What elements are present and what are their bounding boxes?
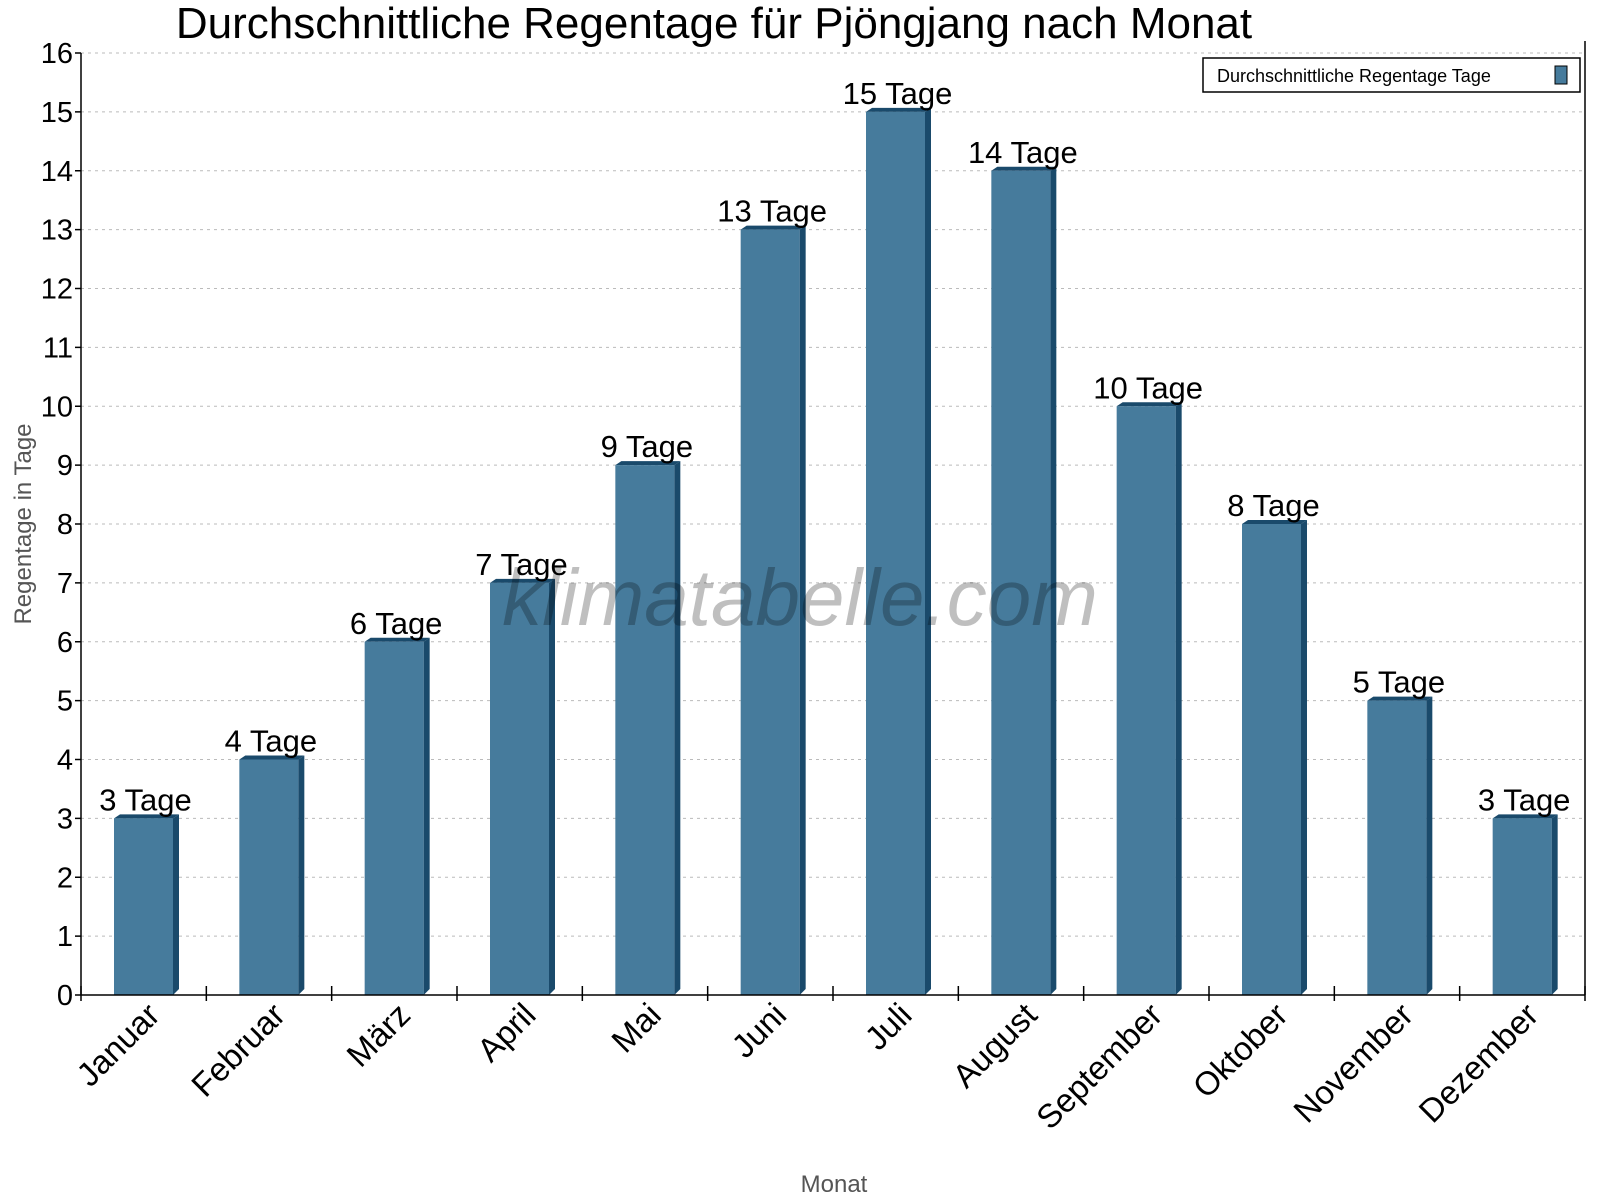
y-tick-label: 0	[57, 980, 73, 1012]
bar-side	[1426, 696, 1433, 995]
y-tick-label: 4	[57, 745, 73, 777]
bar-side	[1301, 520, 1307, 995]
data-label: 15 Tage	[843, 76, 953, 111]
x-tick-label: November	[1286, 996, 1420, 1130]
x-tick-label: Juni	[724, 996, 793, 1065]
bar-top	[866, 107, 931, 112]
y-tick-label: 15	[41, 97, 73, 129]
x-tick-label: Januar	[69, 996, 167, 1094]
y-tick-label: 14	[41, 156, 73, 188]
data-label: 3 Tage	[99, 782, 192, 817]
y-tick-label: 16	[41, 38, 73, 70]
data-label: 13 Tage	[717, 194, 827, 229]
bar	[740, 229, 800, 995]
x-tick-label: März	[339, 996, 417, 1074]
y-tick-label: 7	[57, 568, 73, 600]
bar	[1242, 524, 1301, 995]
bar-side	[925, 107, 931, 995]
y-tick-label: 11	[43, 332, 73, 364]
x-tick-label: Dezember	[1411, 996, 1545, 1130]
bar	[615, 465, 675, 995]
y-tick-label: 10	[41, 391, 73, 423]
legend-label: Durchschnittliche Regentage Tage	[1217, 66, 1491, 86]
y-tick-label: 12	[41, 274, 73, 306]
x-tick-label: April	[470, 996, 543, 1069]
x-tick-label: Oktober	[1185, 996, 1294, 1105]
x-tick-label: Mai	[604, 996, 668, 1060]
data-label: 8 Tage	[1227, 488, 1320, 523]
bar-top	[364, 637, 430, 642]
bar	[1116, 406, 1176, 995]
y-tick-label: 5	[57, 686, 73, 718]
bar-side	[1551, 814, 1558, 995]
bar-top	[239, 755, 305, 760]
x-tick-label: Juli	[857, 996, 918, 1057]
bar	[1492, 818, 1552, 995]
y-tick-label: 13	[41, 215, 73, 247]
data-label: 4 Tage	[225, 724, 318, 759]
bar-top	[615, 461, 681, 466]
x-axis-label: Monat	[801, 1171, 868, 1198]
y-tick-label: 9	[57, 450, 73, 482]
data-label: 3 Tage	[1478, 782, 1571, 817]
bar-side	[1175, 402, 1182, 995]
bar-side	[173, 814, 179, 995]
bar	[1367, 700, 1427, 995]
data-label: 6 Tage	[350, 606, 443, 641]
bar-side	[423, 637, 430, 995]
legend-swatch	[1554, 65, 1568, 85]
bar	[866, 111, 925, 995]
y-tick-label: 8	[57, 509, 73, 541]
bar-side	[799, 225, 806, 995]
bar	[991, 170, 1051, 995]
watermark: klimatabelle.com	[502, 553, 1098, 642]
bar-top	[114, 814, 179, 819]
bar-top	[1242, 520, 1307, 524]
data-label: 9 Tage	[601, 429, 694, 464]
data-label: 7 Tage	[475, 547, 568, 582]
x-tick-label: Februar	[184, 996, 292, 1104]
y-tick-label: 6	[57, 627, 73, 659]
data-label: 5 Tage	[1353, 665, 1446, 700]
legend: Durchschnittliche Regentage Tage	[1202, 57, 1581, 93]
bar	[490, 582, 549, 995]
data-label: 14 Tage	[968, 135, 1078, 170]
bar-side	[674, 461, 681, 995]
bar-side	[1050, 166, 1057, 995]
bar	[114, 818, 173, 995]
bar-top	[1367, 696, 1433, 701]
bar	[364, 641, 424, 995]
y-tick-label: 1	[57, 921, 73, 953]
bar-top	[740, 225, 806, 230]
bar-top	[991, 166, 1057, 171]
bar-side	[549, 578, 555, 995]
y-tick-label: 2	[57, 862, 73, 894]
bar	[239, 759, 299, 995]
chart-title: Durchschnittliche Regentage für Pjöngjan…	[176, 0, 1252, 48]
legend-box	[1202, 57, 1581, 93]
y-tick-label: 3	[57, 803, 73, 835]
y-axis-label: Regentage in Tage	[10, 423, 37, 624]
x-tick-label: September	[1029, 996, 1169, 1136]
bar-top	[490, 578, 555, 583]
bar-top	[1116, 402, 1182, 407]
data-label: 10 Tage	[1093, 370, 1203, 405]
bar-side	[298, 755, 305, 995]
bar-top	[1492, 814, 1558, 819]
x-tick-label: August	[945, 996, 1044, 1095]
